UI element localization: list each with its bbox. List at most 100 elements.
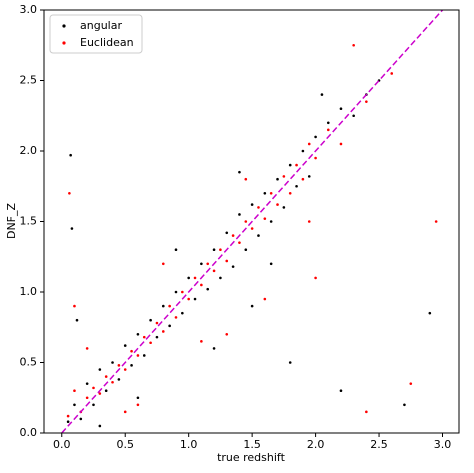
point [269,220,273,223]
x-tick-label: 0.5 [116,438,134,451]
point [161,304,165,308]
point [225,259,229,263]
point [250,203,254,206]
y-tick-label: 0.5 [20,356,38,369]
point [123,410,127,414]
point [326,121,330,125]
point [92,403,95,407]
point [301,149,305,153]
point [434,220,438,223]
point [365,410,368,414]
point [238,170,241,174]
point [142,335,146,339]
point [155,335,159,339]
point [231,265,235,268]
point [123,344,127,347]
point [73,389,76,393]
point [219,276,222,280]
x-tick-label: 1.0 [180,438,198,451]
point [149,341,152,345]
point [136,333,140,336]
plot-frame [43,9,460,434]
point [98,424,102,428]
point [238,241,241,244]
y-tick-label: 0.0 [20,426,38,439]
point [174,316,178,319]
point [69,153,72,157]
point [104,375,108,378]
point [257,234,260,237]
x-tick-label: 3.0 [434,438,452,451]
point [98,392,102,395]
point [136,403,140,407]
point [212,269,216,273]
point [295,163,298,167]
x-tick-label: 0.0 [53,438,71,451]
point [244,220,248,223]
point [307,175,311,178]
point [295,184,298,188]
y-tick-label: 2.0 [20,144,38,157]
y-axis-label: DNF_Z [5,203,18,240]
x-tick-label: 2.5 [370,438,388,451]
point [282,175,286,178]
point [85,382,89,385]
point [257,206,260,209]
point [187,276,190,280]
x-tick-label: 2.0 [307,438,325,451]
point [428,311,432,315]
legend-marker [62,24,66,28]
point [168,304,171,308]
point [225,333,229,336]
point [288,361,292,364]
point [181,311,184,315]
point [250,304,254,308]
legend-label: angular [80,19,122,32]
y-tick-label: 2.5 [20,74,38,87]
point [200,340,203,343]
point [263,192,267,195]
point [130,349,133,353]
point [276,177,279,181]
point [365,100,368,103]
point [136,396,140,400]
y-tick-label: 3.0 [20,3,38,16]
point [314,156,317,160]
point [142,354,146,357]
point [98,368,102,371]
point [225,231,229,235]
point [174,248,178,251]
point [92,386,95,390]
point [409,382,413,385]
legend-label: Euclidean [80,36,134,49]
point [238,213,241,216]
point [206,262,210,266]
point [117,364,121,367]
point [174,290,178,294]
point [161,330,165,333]
point [352,43,355,47]
point [73,304,76,308]
point [339,142,343,146]
point [193,276,197,280]
point [307,220,311,223]
point [79,417,83,421]
legend-box [49,14,143,54]
point [161,262,165,266]
point [117,378,121,381]
point [193,297,197,301]
point [390,72,394,75]
point [219,248,222,251]
point [66,420,70,424]
point [269,262,273,266]
y-tick-label: 1.5 [20,215,38,228]
y-tick-label: 1.0 [20,285,38,298]
point [244,177,248,181]
point [187,297,190,301]
point [168,324,171,328]
x-axis-label: true redshift [217,451,286,464]
point [307,142,311,146]
point [200,283,203,287]
point [263,217,267,220]
